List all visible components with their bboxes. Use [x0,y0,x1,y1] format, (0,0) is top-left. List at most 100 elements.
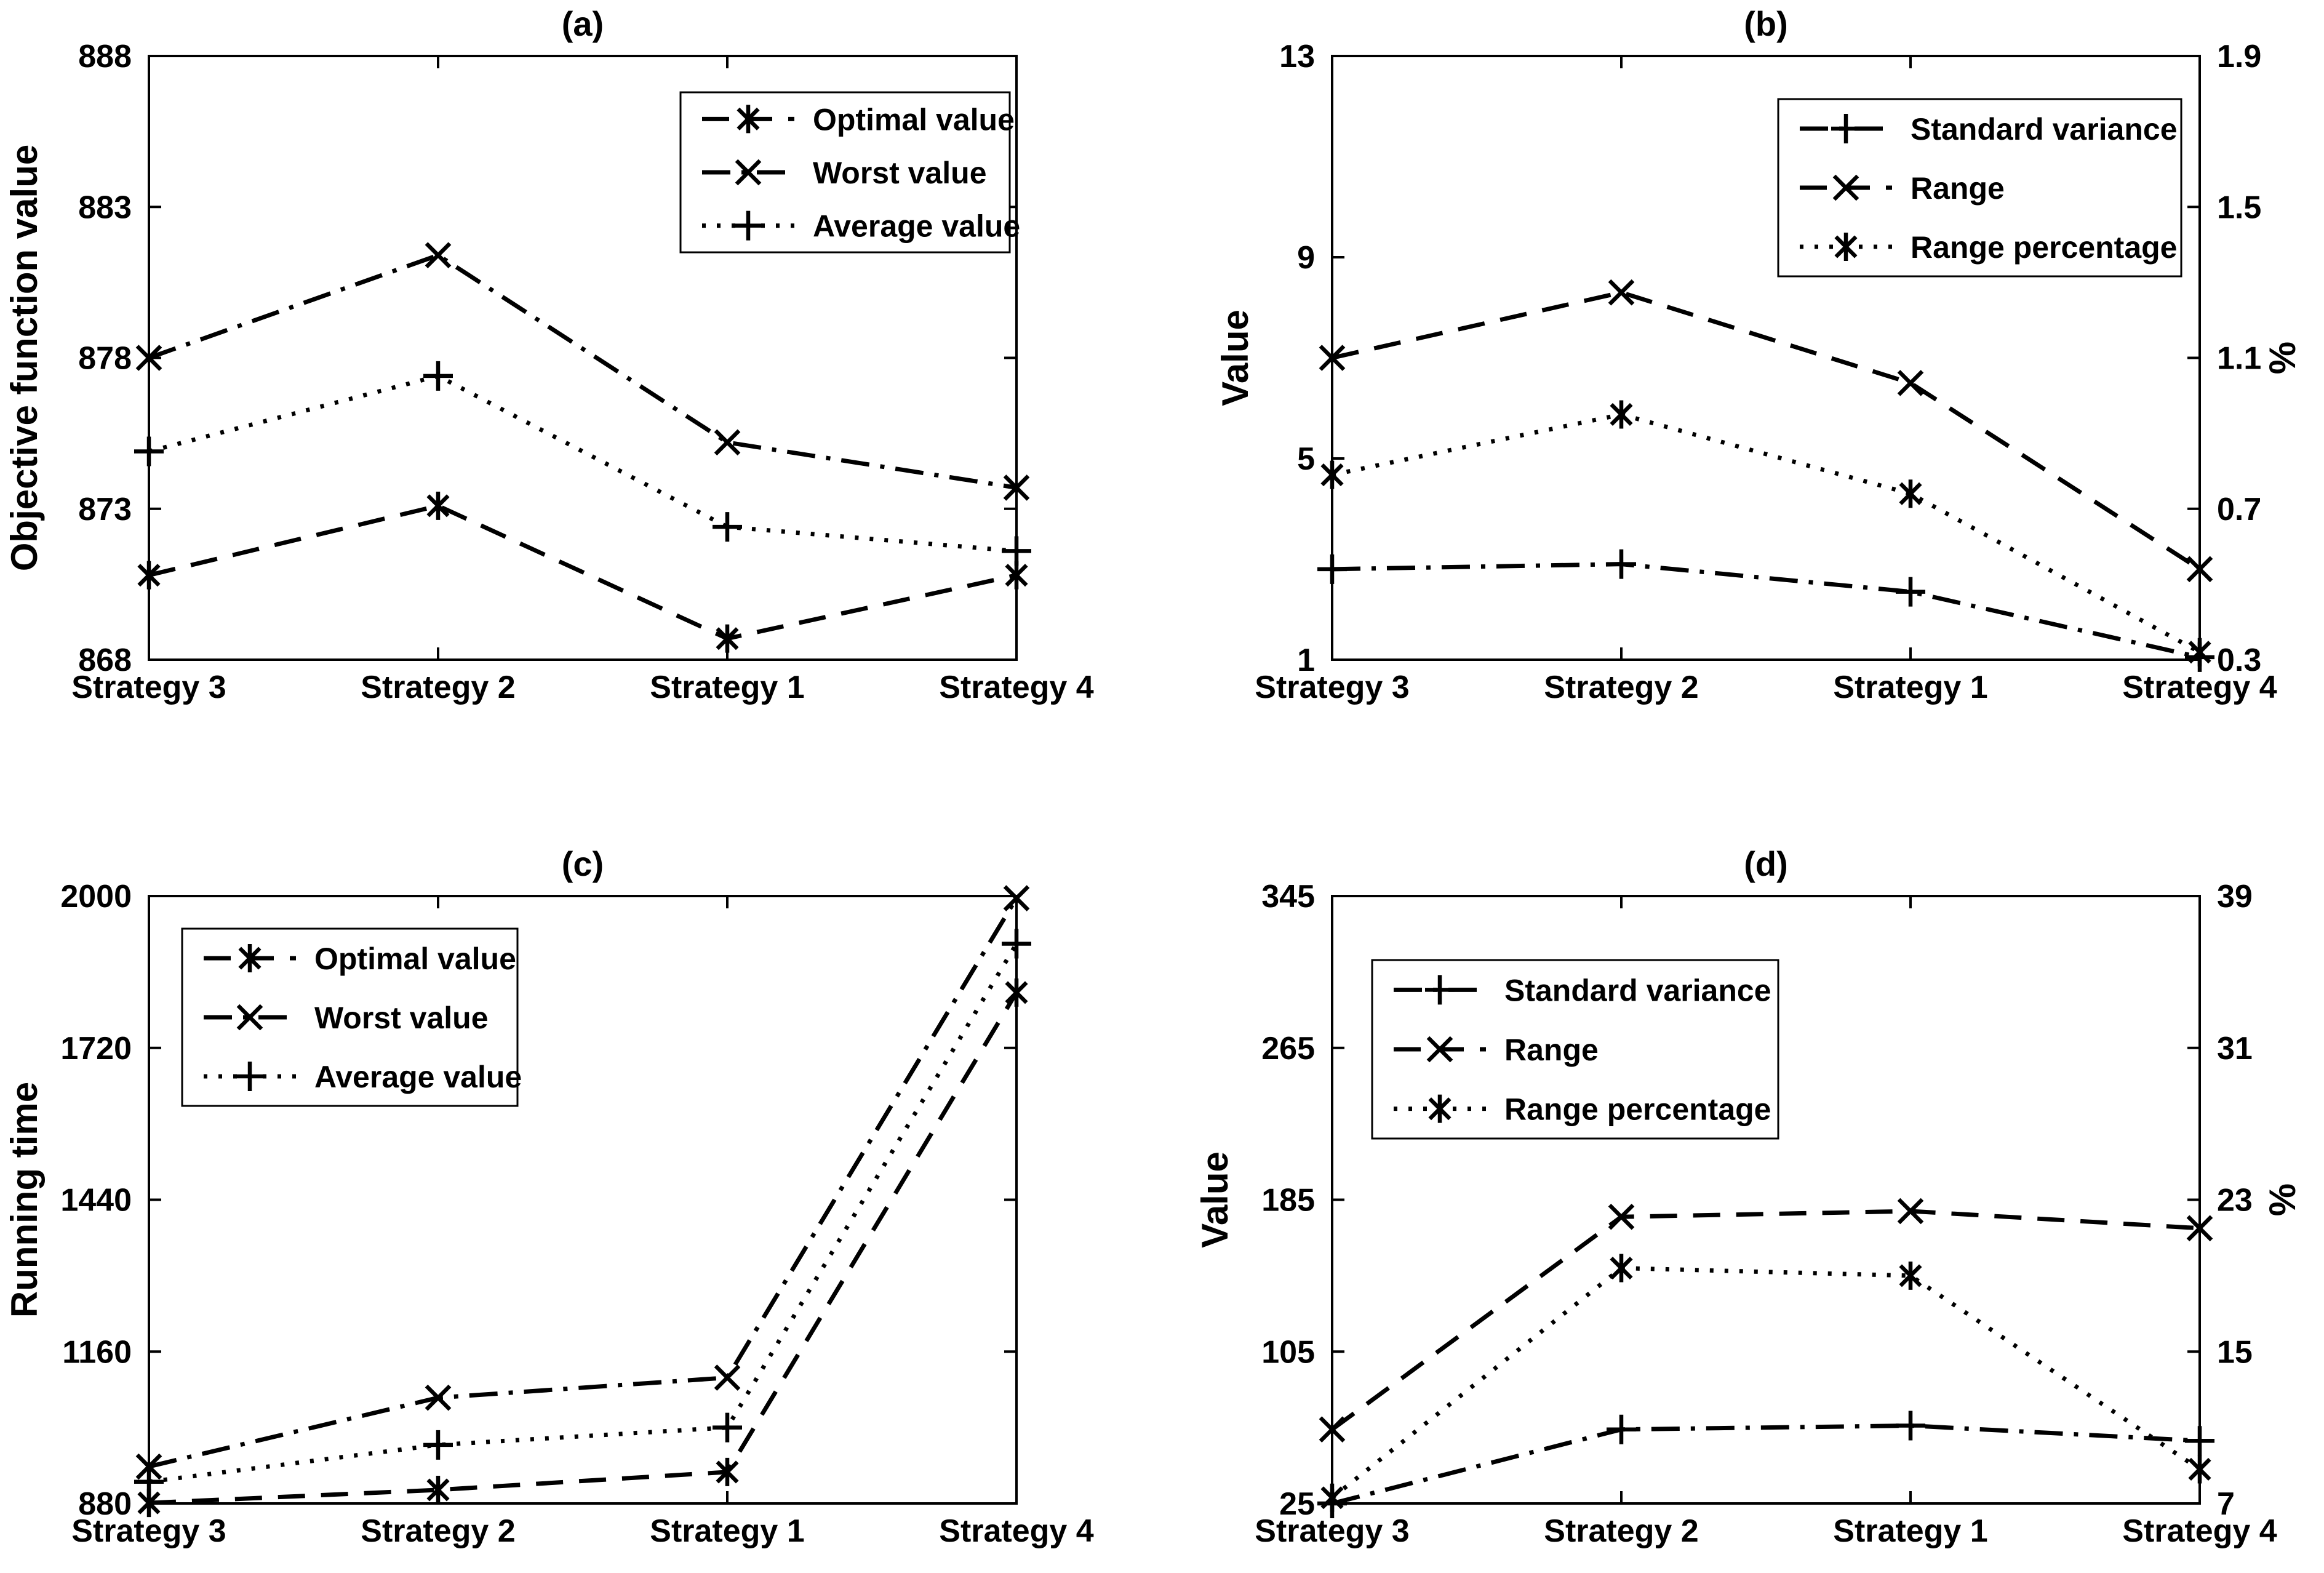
x-tick-label: Strategy 1 [1833,670,1987,705]
series-line-standard-variance [1332,1423,2200,1506]
legend-label: Average value [314,1060,522,1094]
marker-asterisk [1899,482,1922,505]
series-line-range-percentage [1332,412,2201,654]
y-tick-label-right: 31 [2217,1031,2253,1067]
x-tick-label: Strategy 3 [71,670,226,705]
series-line-worst-value [148,252,1017,490]
y-tick-label-right: 1.1 [2217,341,2261,377]
x-tick-label: Strategy 2 [1544,670,1698,705]
x-tick-label: Strategy 4 [2122,670,2277,705]
series-line-worst-value [148,897,1018,1469]
chart-title: (c) [562,844,604,883]
y-tick-label-right: 0.3 [2217,642,2261,678]
series-line-optimal-value [148,503,1017,641]
marker-x [1608,279,1635,306]
x-tick-label: Strategy 3 [71,1513,226,1549]
marker-asterisk [426,1478,450,1502]
series-line-average-value [148,374,1017,553]
marker-asterisk [137,1491,161,1515]
y-tick-label: 888 [78,39,132,74]
marker-asterisk [1610,1256,1633,1280]
marker-x [2186,556,2213,583]
marker-asterisk [1320,463,1344,487]
y-tick-label: 9 [1297,240,1315,276]
marker-asterisk [716,627,739,650]
legend-label: Standard variance [1504,973,1771,1007]
series-line-range [1330,1209,2200,1431]
marker-asterisk [426,494,450,518]
y-axis-label: Running time [4,1082,45,1318]
marker-x [236,1004,263,1031]
marker-x [1319,1416,1346,1443]
y-tick-label: 1440 [60,1183,132,1219]
legend: Standard variance Range Range percentage [1777,98,2182,278]
x-tick-label: Strategy 3 [1255,1513,1409,1549]
y-tick-label: 105 [1261,1334,1315,1370]
x-tick-label: Strategy 2 [361,670,515,705]
chart-d: (d) Strategy 3 Strategy 2 Strategy 1 Strateg… [1194,844,2303,1549]
marker-x [135,1453,162,1480]
marker-asterisk [1610,402,1633,426]
marker-x [1003,885,1030,911]
marker-x [714,1364,741,1391]
marker-x [714,429,741,456]
x-tick-label: Strategy 2 [361,1513,515,1549]
legend-label: Range percentage [1911,230,2177,265]
y-tick-label: 25 [1279,1486,1315,1522]
y-tick-label: 883 [78,190,132,225]
y-tick-label-right: 1.5 [2217,190,2261,225]
chart-title: (d) [1744,844,1788,883]
y-tick-label: 5 [1297,441,1315,477]
legend-label: Optimal value [314,942,516,976]
marker-asterisk [1320,1486,1344,1510]
y-tick-label: 2000 [60,879,132,915]
y-tick-label-right: 39 [2217,879,2253,915]
series-line-standard-variance [1332,562,2200,660]
marker-x [1319,345,1346,371]
legend-label: Range percentage [1504,1092,1771,1127]
x-tick-label: Strategy 4 [939,1513,1094,1549]
chart-title: (a) [562,4,604,43]
marker-asterisk [737,107,760,130]
y-axis-label: Value [1215,310,1256,406]
chart-title: (b) [1744,4,1788,43]
legend: Optimal value Worst value Average value [181,927,522,1107]
marker-asterisk [2188,641,2211,664]
chart-c: (c) Strategy 3 Strategy 2 Strategy 1 Strateg… [4,844,1094,1549]
y-tick-label: 878 [78,341,132,377]
marker-asterisk [238,947,262,970]
y-tick-label-right: 7 [2217,1486,2235,1522]
series-line-range-percentage [1330,1266,2201,1500]
x-tick-label: Strategy 1 [1833,1513,1987,1549]
legend-label: Range [1504,1033,1599,1067]
x-tick-label: Strategy 1 [650,670,804,705]
x-tick-label: Strategy 1 [650,1513,804,1549]
series-line-range [1332,290,2201,571]
legend-label: Range [1911,171,2005,206]
legend-label: Standard variance [1911,112,2178,146]
y-tick-label: 868 [78,642,132,678]
marker-asterisk [716,1460,739,1484]
y-tick-label: 873 [78,492,132,527]
y-tick-label-right: 15 [2217,1334,2253,1370]
x-tick-label: Strategy 4 [2122,1513,2277,1549]
marker-x [1832,174,1859,201]
y-tick-label: 880 [78,1486,132,1522]
y-tick-label: 1 [1297,642,1315,678]
y-tick-label: 265 [1261,1031,1315,1067]
marker-x [1897,1198,1924,1225]
x-tick-label: Strategy 4 [939,670,1094,705]
legend-label: Average value [813,209,1020,244]
marker-asterisk [1005,981,1028,1004]
y-tick-label-right: 1.9 [2217,39,2261,74]
y-tick-label: 13 [1279,39,1315,74]
legend: Standard variance Range Range percentage [1371,959,1779,1140]
marker-asterisk [1005,564,1028,587]
marker-x [1897,370,1924,396]
marker-x [1003,474,1030,501]
y-axis-label: Objective function value [4,145,45,572]
y-axis-label-right: % [2262,342,2303,374]
marker-asterisk [1428,1097,1452,1121]
